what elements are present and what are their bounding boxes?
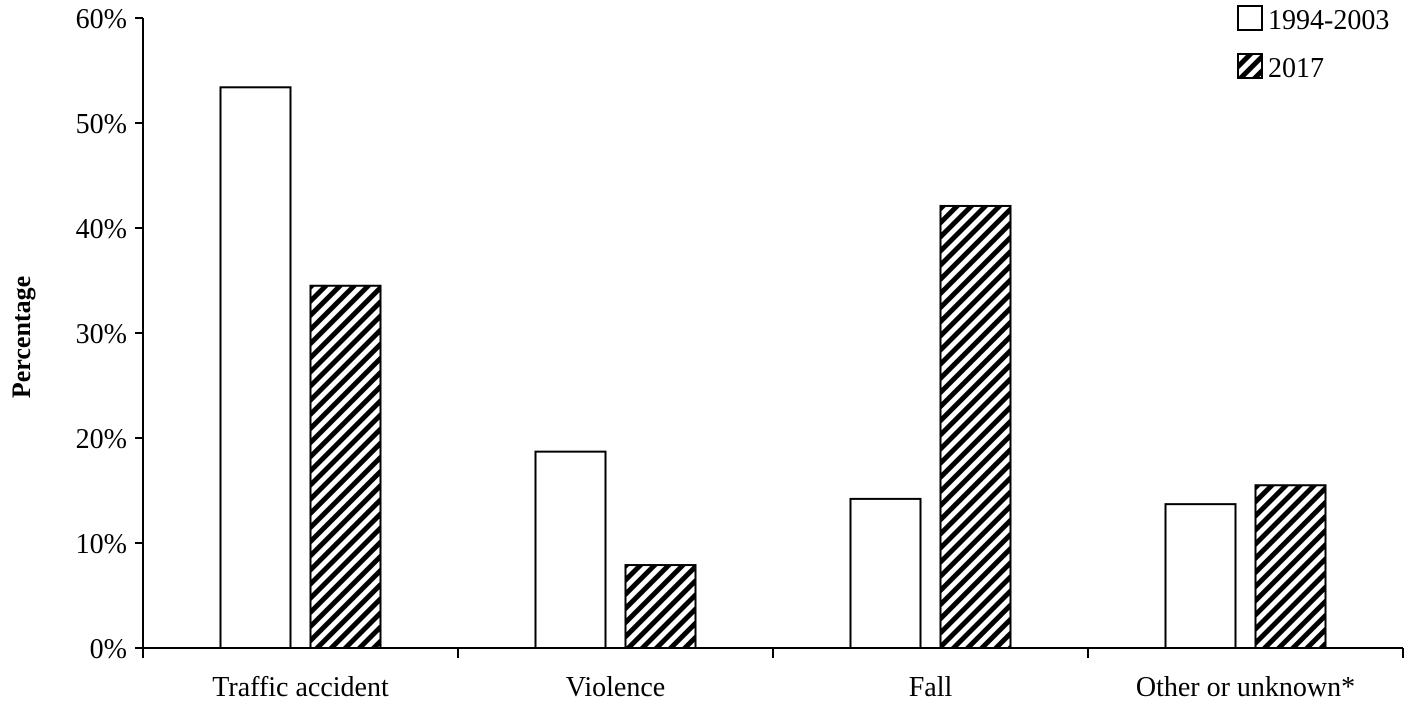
y-tick-label: 50% — [76, 109, 127, 140]
legend: 1994-2003 2017 — [1237, 5, 1389, 84]
y-ticks: 0% 10% 20% 30% 40% 50% 60% — [76, 4, 143, 665]
y-tick-label: 10% — [76, 529, 127, 560]
x-tick-label: Fall — [909, 672, 953, 703]
bar-series2 — [624, 564, 697, 649]
x-tick-label: Violence — [566, 672, 665, 703]
y-tick-label: 30% — [76, 319, 127, 350]
y-tick-label: 20% — [76, 424, 127, 455]
legend-label: 2017 — [1268, 53, 1324, 84]
legend-label: 1994-2003 — [1268, 5, 1389, 36]
bars — [219, 86, 1327, 650]
y-axis-title: Percentage — [7, 276, 36, 398]
y-tick-label: 60% — [76, 4, 127, 35]
y-tick-label: 40% — [76, 214, 127, 245]
x-tick-label: Traffic accident — [212, 672, 389, 703]
bar-series2 — [309, 284, 382, 649]
legend-swatch — [1237, 5, 1263, 31]
bar-series1 — [1164, 503, 1237, 649]
y-tick-label: 0% — [90, 634, 127, 665]
x-tick-label: Other or unknown* — [1136, 672, 1355, 703]
bar-series2 — [939, 204, 1012, 649]
x-tick-labels: Traffic accident Violence Fall Other or unk… — [142, 648, 1404, 703]
bar-series1 — [219, 86, 292, 650]
legend-swatch — [1237, 53, 1263, 79]
bar-series2 — [1254, 484, 1327, 649]
bar-series1 — [849, 497, 922, 649]
bar-series1 — [534, 450, 607, 649]
